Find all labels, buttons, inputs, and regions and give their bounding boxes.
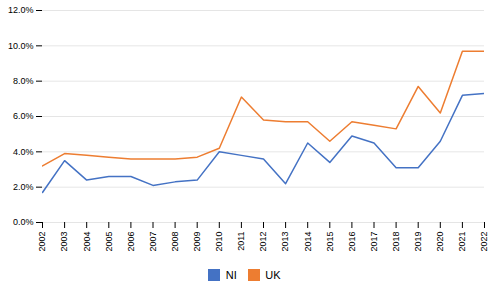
svg-text:2011: 2011 (236, 232, 246, 251)
svg-text:2009: 2009 (192, 232, 202, 252)
svg-text:10.0%: 10.0% (8, 41, 34, 51)
svg-text:2013: 2013 (280, 232, 290, 252)
svg-text:12.0%: 12.0% (8, 5, 34, 15)
svg-text:2022: 2022 (479, 232, 489, 252)
svg-text:6.0%: 6.0% (13, 111, 34, 121)
svg-text:2003: 2003 (59, 232, 69, 252)
svg-text:2021: 2021 (457, 232, 467, 252)
svg-text:2017: 2017 (369, 232, 379, 252)
svg-text:2018: 2018 (391, 232, 401, 252)
svg-text:8.0%: 8.0% (13, 76, 34, 86)
svg-text:2002: 2002 (37, 232, 47, 252)
svg-text:2008: 2008 (170, 232, 180, 252)
svg-text:2012: 2012 (258, 232, 268, 252)
svg-text:2004: 2004 (82, 232, 92, 252)
svg-text:2015: 2015 (325, 232, 335, 252)
svg-text:2007: 2007 (148, 232, 158, 252)
svg-text:2006: 2006 (126, 232, 136, 252)
html-text:UK: UK (265, 268, 281, 281)
html-text:NI: NI (225, 268, 237, 281)
svg-text:2020: 2020 (435, 232, 445, 252)
svg-text:4.0%: 4.0% (13, 147, 34, 157)
svg-text:0.0%: 0.0% (13, 217, 34, 227)
svg-text:2016: 2016 (347, 232, 357, 252)
svg-text:2005: 2005 (104, 232, 114, 252)
svg-text:2019: 2019 (413, 232, 423, 252)
svg-text:2.0%: 2.0% (13, 182, 34, 192)
svg-text:2010: 2010 (214, 232, 224, 252)
svg-text:2014: 2014 (303, 232, 313, 252)
